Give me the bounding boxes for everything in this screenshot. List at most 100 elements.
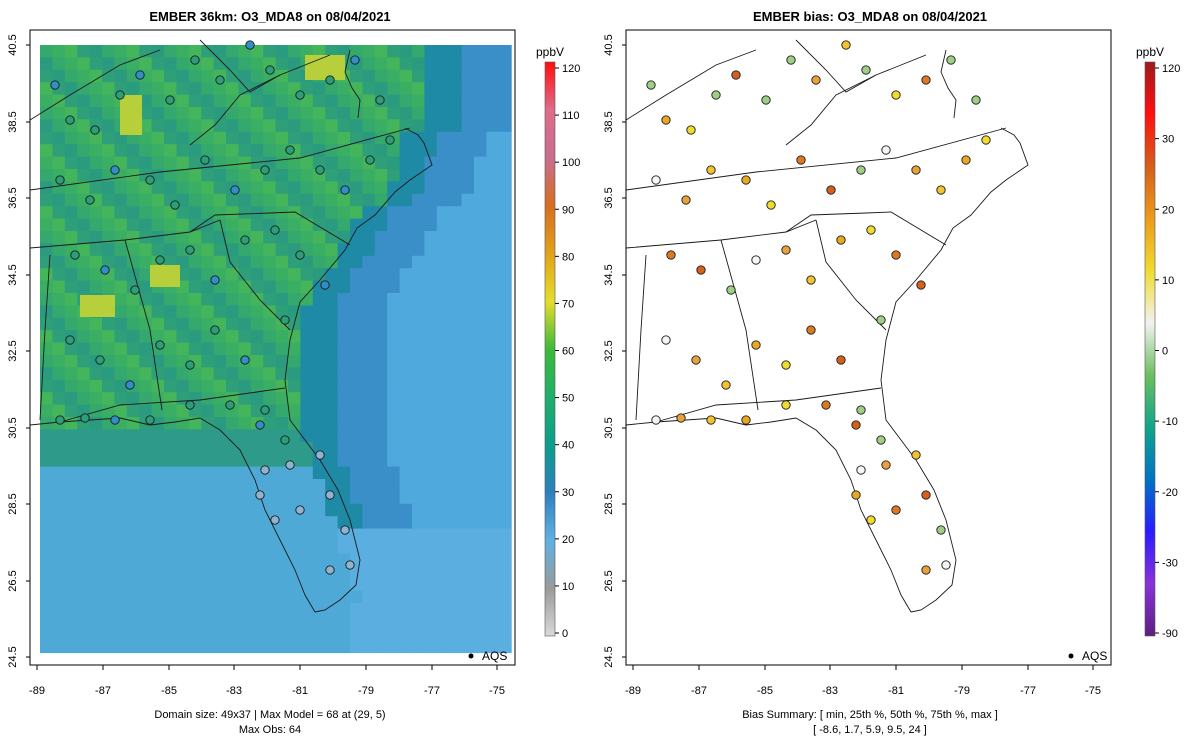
model-grid-cell [226, 379, 239, 393]
model-grid-cell [151, 516, 165, 530]
model-grid-cell [275, 640, 289, 654]
left-colorbar-unit: ppbV [536, 45, 564, 59]
model-grid-cell [498, 541, 512, 554]
model-grid-cell [139, 330, 153, 344]
model-grid-cell [164, 57, 177, 71]
model-grid-cell [250, 541, 264, 554]
model-grid-cell [275, 627, 289, 641]
model-grid-cell [40, 392, 53, 406]
aqs-bias-marker [741, 175, 751, 185]
aqs-bias-marker [786, 55, 796, 65]
model-grid-cell [139, 454, 153, 468]
model-grid-cell [424, 429, 438, 443]
model-grid-cell [89, 82, 103, 96]
model-grid-cell [201, 243, 215, 257]
model-grid-cell [201, 181, 215, 195]
model-grid-cell [288, 479, 301, 492]
lon-tick-label: -89 [625, 685, 641, 697]
model-grid-cell [40, 404, 53, 418]
model-grid-cell [188, 169, 202, 182]
model-grid-cell [412, 553, 425, 567]
model-grid-cell [250, 615, 264, 629]
model-grid-cell [387, 206, 401, 220]
model-hotspot-cell [120, 95, 142, 135]
model-grid-cell [64, 590, 78, 604]
model-grid-cell [362, 429, 376, 443]
model-grid-cell [474, 305, 487, 319]
model-grid-cell [461, 317, 475, 331]
model-grid-cell [213, 206, 227, 220]
model-grid-cell [213, 181, 227, 195]
model-grid-cell [498, 169, 512, 182]
model-grid-cell [325, 181, 339, 195]
model-grid-cell [399, 379, 413, 393]
model-grid-cell [102, 280, 115, 294]
model-grid-cell [436, 565, 450, 579]
model-grid-cell [139, 640, 153, 654]
model-grid-cell [350, 355, 363, 368]
model-grid-cell [139, 181, 153, 195]
model-grid-cell [263, 355, 277, 368]
model-grid-cell [362, 231, 376, 244]
model-grid-cell [337, 193, 351, 207]
model-grid-cell [188, 516, 202, 530]
model-grid-cell [337, 330, 351, 344]
model-grid-cell [226, 206, 239, 220]
model-grid-cell [250, 342, 264, 356]
model-grid-cell [486, 392, 500, 406]
model-grid-cell [498, 255, 512, 269]
model-grid-cell [374, 355, 388, 368]
model-grid-cell [64, 82, 78, 96]
model-grid-cell [89, 590, 103, 604]
model-grid-cell [40, 565, 53, 579]
model-grid-cell [201, 603, 215, 616]
model-grid-cell [238, 379, 252, 393]
model-grid-cell [449, 169, 463, 182]
model-grid-cell [387, 243, 401, 257]
model-grid-cell [449, 491, 463, 505]
model-grid-cell [412, 342, 425, 356]
model-grid-cell [201, 379, 215, 393]
model-grid-cell [300, 466, 314, 480]
model-grid-cell [52, 94, 66, 108]
model-grid-cell [474, 181, 487, 195]
model-grid-cell [300, 615, 314, 629]
model-grid-cell [89, 466, 103, 480]
model-grid-cell [387, 454, 401, 468]
model-grid-cell [374, 516, 388, 530]
model-grid-cell [176, 243, 190, 257]
right-map-outlines [626, 39, 1029, 613]
model-grid-cell [151, 503, 165, 517]
model-grid-cell [399, 627, 413, 641]
model-grid-cell [387, 144, 401, 158]
colorbar-tick-label: 50 [562, 393, 574, 405]
model-grid-cell [362, 615, 376, 629]
model-grid-cell [64, 454, 78, 468]
model-grid-cell [449, 578, 463, 592]
model-grid-cell [77, 231, 91, 244]
model-grid-cell [412, 255, 425, 269]
model-grid-cell [337, 392, 351, 406]
model-grid-cell [498, 330, 512, 344]
model-grid-cell [151, 441, 165, 455]
model-grid-cell [350, 454, 363, 468]
model-grid-cell [201, 69, 215, 83]
model-grid-cell [263, 367, 277, 381]
model-grid-cell [374, 69, 388, 83]
model-grid-cell [263, 305, 277, 319]
model-grid-cell [238, 107, 252, 120]
model-grid-cell [337, 429, 351, 443]
model-grid-cell [498, 417, 512, 430]
model-grid-cell [238, 280, 252, 294]
model-grid-cell [164, 429, 177, 443]
lon-tick-label: -87 [691, 685, 707, 697]
model-grid-cell [337, 578, 351, 592]
aqs-site-marker [340, 185, 350, 195]
model-grid-cell [64, 528, 78, 542]
model-grid-cell [350, 156, 363, 170]
model-grid-cell [126, 417, 140, 430]
model-grid-cell [263, 528, 277, 542]
model-grid-cell [337, 417, 351, 430]
model-grid-cell [176, 305, 190, 319]
model-grid-cell [201, 107, 215, 120]
